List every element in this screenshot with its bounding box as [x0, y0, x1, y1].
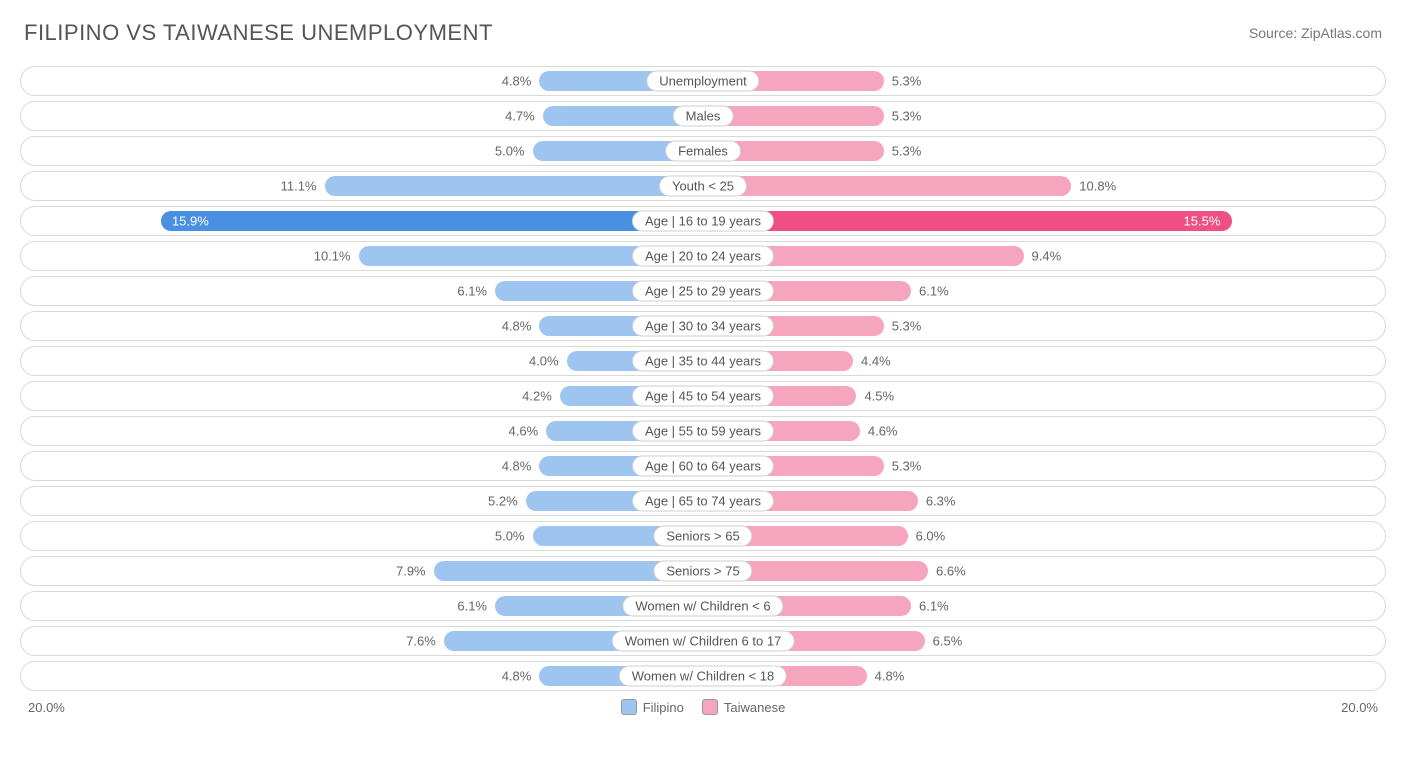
- chart-row: 11.1% 10.8% Youth < 25: [20, 171, 1386, 201]
- value-taiwanese: 15.5%: [1184, 214, 1221, 229]
- row-category-label: Age | 16 to 19 years: [632, 211, 774, 232]
- value-filipino: 11.1%: [281, 179, 317, 194]
- chart-row: 6.1% 6.1% Women w/ Children < 6: [20, 591, 1386, 621]
- diverging-bar-chart: 4.8% 5.3% Unemployment 4.7% 5.3% Males 5.0% 5.3…: [20, 66, 1386, 691]
- legend-label-taiwanese: Taiwanese: [724, 700, 785, 715]
- chart-source: Source: ZipAtlas.com: [1249, 25, 1382, 41]
- legend-label-filipino: Filipino: [643, 700, 684, 715]
- row-category-label: Unemployment: [646, 71, 759, 92]
- value-filipino: 6.1%: [457, 599, 487, 614]
- value-filipino: 5.2%: [488, 494, 518, 509]
- value-filipino: 7.9%: [396, 564, 426, 579]
- row-category-label: Age | 55 to 59 years: [632, 421, 774, 442]
- value-filipino: 5.0%: [495, 529, 525, 544]
- value-filipino: 4.8%: [502, 74, 532, 89]
- value-taiwanese: 10.8%: [1079, 179, 1116, 194]
- value-taiwanese: 5.3%: [892, 319, 922, 334]
- chart-row: 4.8% 4.8% Women w/ Children < 18: [20, 661, 1386, 691]
- value-filipino: 4.6%: [509, 424, 539, 439]
- value-taiwanese: 5.3%: [892, 74, 922, 89]
- legend: Filipino Taiwanese: [621, 699, 786, 715]
- value-taiwanese: 6.0%: [916, 529, 946, 544]
- source-prefix: Source:: [1249, 25, 1301, 41]
- value-filipino: 4.8%: [502, 459, 532, 474]
- row-category-label: Age | 20 to 24 years: [632, 246, 774, 267]
- chart-row: 7.6% 6.5% Women w/ Children 6 to 17: [20, 626, 1386, 656]
- value-filipino: 15.9%: [172, 214, 209, 229]
- row-category-label: Age | 35 to 44 years: [632, 351, 774, 372]
- axis-left-max: 20.0%: [28, 700, 65, 715]
- row-category-label: Age | 25 to 29 years: [632, 281, 774, 302]
- legend-item-taiwanese: Taiwanese: [702, 699, 785, 715]
- chart-row: 4.8% 5.3% Age | 30 to 34 years: [20, 311, 1386, 341]
- chart-row: 4.2% 4.5% Age | 45 to 54 years: [20, 381, 1386, 411]
- value-taiwanese: 4.5%: [864, 389, 894, 404]
- value-taiwanese: 6.3%: [926, 494, 956, 509]
- bar-taiwanese: [703, 211, 1232, 231]
- chart-header: FILIPINO VS TAIWANESE UNEMPLOYMENT Sourc…: [20, 20, 1386, 46]
- value-taiwanese: 5.3%: [892, 109, 922, 124]
- row-category-label: Age | 60 to 64 years: [632, 456, 774, 477]
- value-filipino: 7.6%: [406, 634, 436, 649]
- chart-row: 4.6% 4.6% Age | 55 to 59 years: [20, 416, 1386, 446]
- value-taiwanese: 6.1%: [919, 599, 949, 614]
- bar-filipino: [161, 211, 703, 231]
- chart-row: 10.1% 9.4% Age | 20 to 24 years: [20, 241, 1386, 271]
- bar-taiwanese: [703, 176, 1071, 196]
- value-taiwanese: 4.6%: [868, 424, 898, 439]
- row-category-label: Women w/ Children < 18: [619, 666, 787, 687]
- row-category-label: Age | 45 to 54 years: [632, 386, 774, 407]
- row-category-label: Youth < 25: [659, 176, 747, 197]
- value-filipino: 4.7%: [505, 109, 535, 124]
- chart-row: 4.0% 4.4% Age | 35 to 44 years: [20, 346, 1386, 376]
- axis-right-max: 20.0%: [1341, 700, 1378, 715]
- legend-swatch-filipino: [621, 699, 637, 715]
- row-category-label: Women w/ Children 6 to 17: [612, 631, 795, 652]
- row-category-label: Women w/ Children < 6: [622, 596, 783, 617]
- row-category-label: Females: [665, 141, 741, 162]
- chart-row: 7.9% 6.6% Seniors > 75: [20, 556, 1386, 586]
- chart-row: 4.7% 5.3% Males: [20, 101, 1386, 131]
- value-taiwanese: 6.1%: [919, 284, 949, 299]
- value-taiwanese: 5.3%: [892, 459, 922, 474]
- value-taiwanese: 4.4%: [861, 354, 891, 369]
- value-taiwanese: 5.3%: [892, 144, 922, 159]
- chart-title: FILIPINO VS TAIWANESE UNEMPLOYMENT: [24, 20, 493, 46]
- value-taiwanese: 9.4%: [1032, 249, 1062, 264]
- chart-row: 6.1% 6.1% Age | 25 to 29 years: [20, 276, 1386, 306]
- value-filipino: 4.2%: [522, 389, 552, 404]
- value-taiwanese: 6.5%: [933, 634, 963, 649]
- row-category-label: Seniors > 75: [653, 561, 752, 582]
- value-filipino: 10.1%: [314, 249, 351, 264]
- row-category-label: Age | 65 to 74 years: [632, 491, 774, 512]
- chart-row: 15.9% 15.5% Age | 16 to 19 years: [20, 206, 1386, 236]
- chart-footer: 20.0% Filipino Taiwanese 20.0%: [20, 699, 1386, 715]
- value-filipino: 5.0%: [495, 144, 525, 159]
- legend-item-filipino: Filipino: [621, 699, 684, 715]
- row-category-label: Age | 30 to 34 years: [632, 316, 774, 337]
- value-taiwanese: 6.6%: [936, 564, 966, 579]
- bar-filipino: [325, 176, 704, 196]
- chart-row: 5.2% 6.3% Age | 65 to 74 years: [20, 486, 1386, 516]
- value-filipino: 4.0%: [529, 354, 559, 369]
- chart-row: 5.0% 6.0% Seniors > 65: [20, 521, 1386, 551]
- chart-row: 5.0% 5.3% Females: [20, 136, 1386, 166]
- row-category-label: Seniors > 65: [653, 526, 752, 547]
- legend-swatch-taiwanese: [702, 699, 718, 715]
- chart-row: 4.8% 5.3% Unemployment: [20, 66, 1386, 96]
- source-name: ZipAtlas.com: [1301, 25, 1382, 41]
- row-category-label: Males: [673, 106, 734, 127]
- value-filipino: 4.8%: [502, 319, 532, 334]
- value-taiwanese: 4.8%: [875, 669, 905, 684]
- value-filipino: 6.1%: [457, 284, 487, 299]
- value-filipino: 4.8%: [502, 669, 532, 684]
- chart-row: 4.8% 5.3% Age | 60 to 64 years: [20, 451, 1386, 481]
